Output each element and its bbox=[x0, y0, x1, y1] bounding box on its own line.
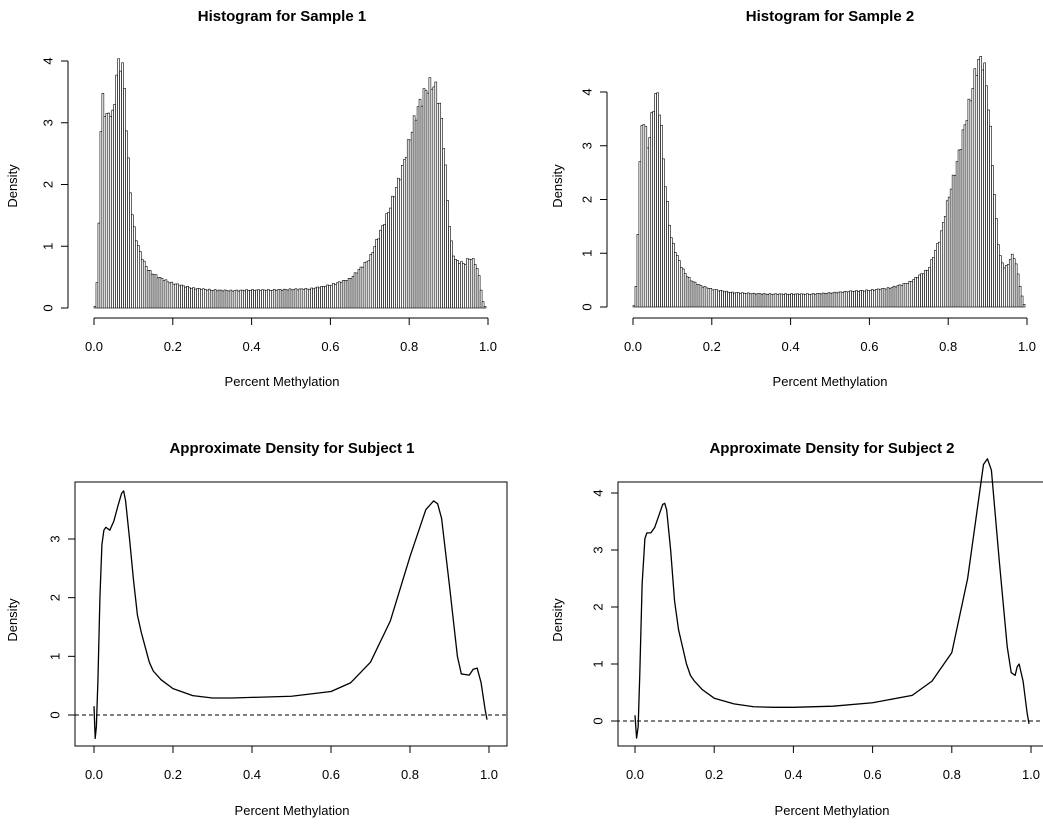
y-tick-label: 2 bbox=[591, 603, 606, 610]
histogram-sample-2-panel: Histogram for Sample 2 Percent Methylati… bbox=[550, 8, 1036, 389]
x-tick-label: 0.0 bbox=[85, 767, 103, 782]
x-tick-label: 0.6 bbox=[321, 339, 339, 354]
y-axis: 0 1 2 3 4 bbox=[41, 57, 69, 312]
x-tick-label: 1.0 bbox=[479, 339, 497, 354]
y-tick-label: 3 bbox=[580, 142, 595, 149]
x-tick-label: 0.0 bbox=[626, 767, 644, 782]
density-line bbox=[93, 490, 488, 740]
chart-title: Approximate Density for Subject 1 bbox=[169, 440, 414, 457]
y-axis-label: Density bbox=[5, 598, 20, 642]
x-axis: 0.0 0.2 0.4 0.6 0.8 1.0 bbox=[85, 746, 498, 782]
y-axis-label: Density bbox=[550, 598, 565, 642]
histogram-sample-1-panel: Histogram for Sample 1 Percent Methylati… bbox=[5, 8, 497, 389]
y-tick-label: 0 bbox=[591, 717, 606, 724]
x-axis: 0.0 0.2 0.4 0.6 0.8 1.0 bbox=[624, 317, 1036, 354]
y-tick-label: 4 bbox=[591, 489, 606, 496]
y-tick-label: 1 bbox=[41, 243, 56, 250]
y-axis-label: Density bbox=[5, 164, 20, 208]
y-axis: 0 1 2 3 bbox=[48, 535, 75, 719]
y-axis-label: Density bbox=[550, 164, 565, 208]
x-tick-label: 0.8 bbox=[943, 767, 961, 782]
y-tick-label: 1 bbox=[591, 660, 606, 667]
density-curve bbox=[75, 490, 507, 740]
x-tick-label: 0.4 bbox=[243, 339, 261, 354]
y-tick-label: 3 bbox=[41, 119, 56, 126]
y-tick-label: 2 bbox=[41, 181, 56, 188]
x-tick-label: 1.0 bbox=[480, 767, 498, 782]
chart-title: Histogram for Sample 2 bbox=[746, 8, 914, 25]
y-tick-label: 4 bbox=[580, 88, 595, 95]
chart-title: Histogram for Sample 1 bbox=[198, 8, 366, 25]
y-tick-label: 0 bbox=[580, 303, 595, 310]
x-axis: 0.0 0.2 0.4 0.6 0.8 1.0 bbox=[85, 317, 497, 354]
x-tick-label: 0.6 bbox=[864, 767, 882, 782]
x-tick-label: 0.8 bbox=[400, 339, 418, 354]
y-tick-label: 2 bbox=[48, 594, 63, 601]
plot-box bbox=[617, 481, 1043, 747]
histogram-bars bbox=[93, 58, 487, 309]
x-tick-label: 0.2 bbox=[703, 339, 721, 354]
y-tick-label: 3 bbox=[48, 535, 63, 542]
density-subject-2-panel: Approximate Density for Subject 2 Percen… bbox=[550, 440, 1043, 818]
x-tick-label: 0.8 bbox=[939, 339, 957, 354]
x-tick-label: 1.0 bbox=[1018, 339, 1036, 354]
x-tick-label: 1.0 bbox=[1022, 767, 1040, 782]
y-axis: 0 1 2 3 4 bbox=[591, 489, 618, 725]
x-tick-label: 0.4 bbox=[782, 339, 800, 354]
y-tick-label: 1 bbox=[48, 653, 63, 660]
x-tick-label: 0.2 bbox=[705, 767, 723, 782]
y-tick-label: 2 bbox=[580, 196, 595, 203]
x-axis-label: Percent Methylation bbox=[775, 803, 890, 818]
y-tick-label: 0 bbox=[48, 711, 63, 718]
density-line bbox=[634, 458, 1030, 739]
histogram-bar bbox=[483, 306, 487, 309]
y-tick-label: 1 bbox=[580, 250, 595, 257]
density-subject-1-panel: Approximate Density for Subject 1 Percen… bbox=[5, 440, 508, 818]
y-tick-label: 0 bbox=[41, 304, 56, 311]
histogram-bar bbox=[1022, 304, 1026, 308]
x-tick-label: 0.0 bbox=[85, 339, 103, 354]
x-tick-label: 0.8 bbox=[401, 767, 419, 782]
x-axis-label: Percent Methylation bbox=[773, 374, 888, 389]
x-axis-label: Percent Methylation bbox=[235, 803, 350, 818]
chart-title: Approximate Density for Subject 2 bbox=[709, 440, 954, 457]
histogram-bar bbox=[479, 289, 483, 309]
x-tick-label: 0.0 bbox=[624, 339, 642, 354]
x-tick-label: 0.2 bbox=[164, 767, 182, 782]
x-tick-label: 0.4 bbox=[243, 767, 261, 782]
x-tick-label: 0.4 bbox=[784, 767, 802, 782]
y-tick-label: 3 bbox=[591, 546, 606, 553]
histogram-bar bbox=[481, 301, 485, 309]
y-tick-label: 4 bbox=[41, 57, 56, 64]
histogram-bar bbox=[1020, 295, 1024, 308]
plot-box bbox=[74, 481, 508, 747]
density-curve bbox=[616, 458, 1043, 739]
histogram-bars bbox=[632, 56, 1026, 308]
x-tick-label: 0.6 bbox=[860, 339, 878, 354]
x-tick-label: 0.6 bbox=[322, 767, 340, 782]
x-axis-label: Percent Methylation bbox=[225, 374, 340, 389]
x-tick-label: 0.2 bbox=[164, 339, 182, 354]
x-axis: 0.0 0.2 0.4 0.6 0.8 1.0 bbox=[626, 746, 1040, 782]
y-axis: 0 1 2 3 4 bbox=[580, 88, 608, 311]
